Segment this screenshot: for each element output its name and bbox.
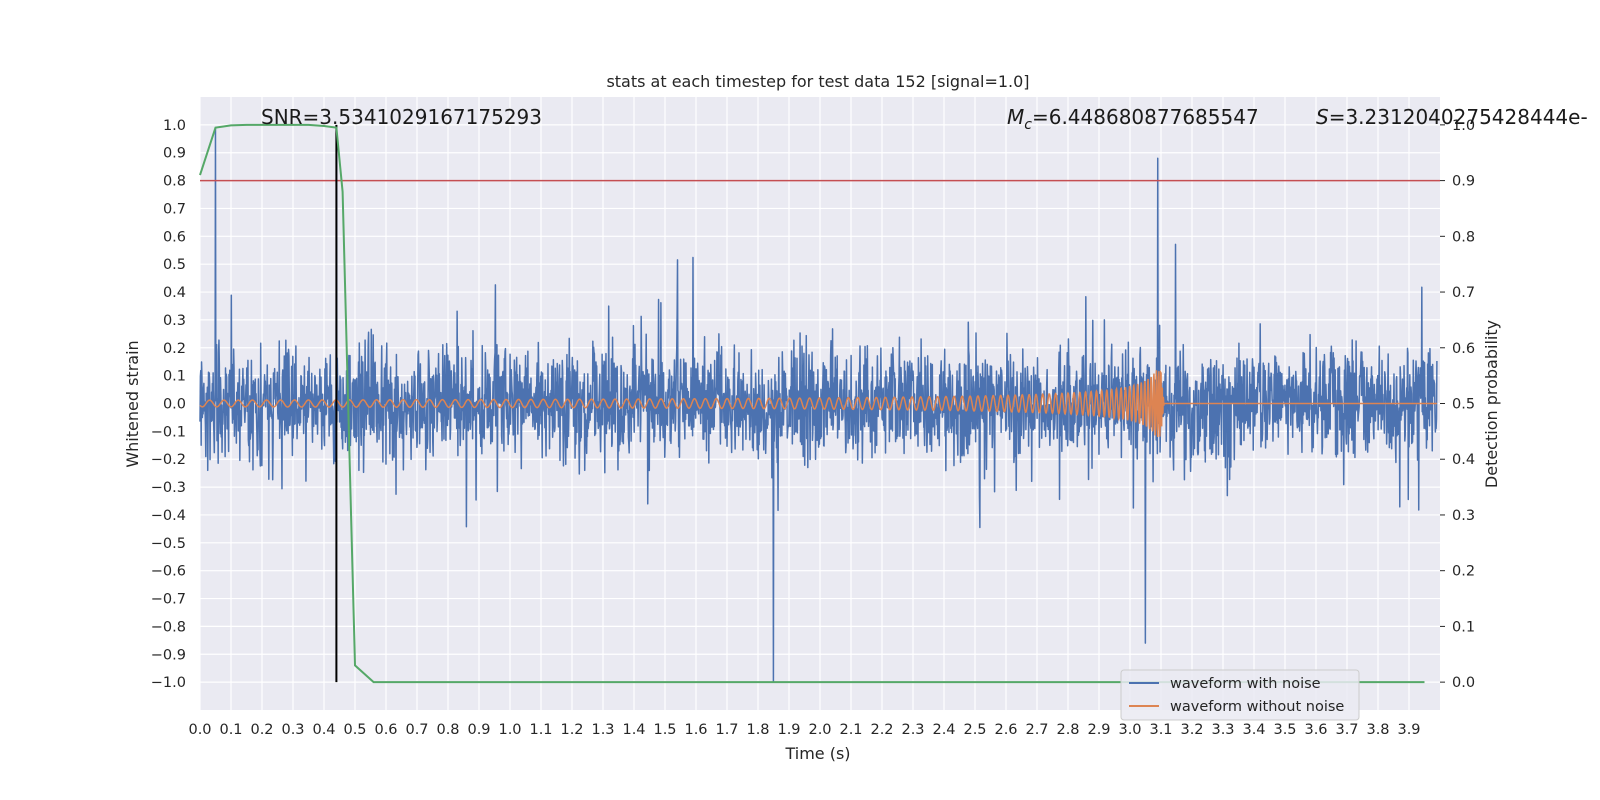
y-tick-label: 0.9 (163, 146, 186, 162)
y-axis-label: Whitened strain (123, 340, 142, 467)
detection-probability-line (199, 123, 1425, 684)
noisy-waveform-line (199, 126, 1438, 683)
legend-label-without-noise: waveform without noise (1170, 699, 1344, 715)
y-right-tick-label: 0.3 (1452, 508, 1475, 524)
x-tick-label: 3.9 (1397, 722, 1420, 738)
y-right-tick-label: 0.4 (1452, 452, 1475, 468)
x-tick-label: 2.5 (963, 722, 986, 738)
y-tick-label: 0.3 (163, 313, 186, 329)
reference-lines (200, 124, 1440, 683)
x-tick-label: 0.5 (343, 722, 366, 738)
y-right-tick-label: 1.0 (1452, 118, 1475, 134)
tick-labels: 0.0 0.1 0.2 0.3 0.4 0.5 0.6 0.7 0.8 0.9 1.0 1.1 1.2 1… (151, 118, 1475, 738)
y-right-tick-label: 0.5 (1452, 397, 1475, 413)
x-tick-label: 2.8 (1056, 722, 1079, 738)
x-tick-label: 0.0 (188, 722, 211, 738)
x-tick-label: 2.0 (808, 722, 831, 738)
x-tick-label: 1.7 (715, 722, 738, 738)
y-right-tick-label: 0.6 (1452, 341, 1475, 357)
y-tick-label: 1.0 (163, 118, 186, 134)
x-tick-label: 1.2 (560, 722, 583, 738)
y-tick-label: 0.0 (163, 397, 186, 413)
x-tick-label: 2.9 (1087, 722, 1110, 738)
x-tick-label: 0.4 (312, 722, 335, 738)
y-right-tick-label: 0.1 (1452, 619, 1475, 635)
x-tick-label: 3.2 (1180, 722, 1203, 738)
x-tick-label: 1.0 (498, 722, 521, 738)
x-tick-label: 3.0 (1118, 722, 1141, 738)
y-right-tick-label: 0.8 (1452, 229, 1475, 245)
chirp-mass-annotation: Mc=6.448680877685547 (1007, 105, 1259, 133)
x-tick-label: 1.8 (746, 722, 769, 738)
x-axis-label: Time (s) (784, 744, 850, 763)
series-waveform-with-noise (199, 126, 1438, 683)
x-tick-label: 1.4 (622, 722, 645, 738)
y-right-tick-label: 0.9 (1452, 174, 1475, 190)
clean-waveform-line (199, 369, 1437, 437)
x-tick-label: 1.3 (591, 722, 614, 738)
x-tick-label: 2.7 (1025, 722, 1048, 738)
x-tick-label: 0.6 (374, 722, 397, 738)
s-annotation: S=3.2312040275428444e- (1316, 105, 1588, 129)
y-tick-label: −0.6 (151, 564, 186, 580)
x-tick-label: 0.1 (219, 722, 242, 738)
y-tick-label: 0.4 (163, 285, 186, 301)
x-tick-label: 3.4 (1242, 722, 1265, 738)
y-axis-right-label: Detection probability (1482, 320, 1501, 488)
x-tick-label: 2.4 (932, 722, 955, 738)
snr-annotation: SNR=3.5341029167175293 (261, 105, 542, 129)
y-tick-label: 0.5 (163, 257, 186, 273)
y-tick-label: 0.6 (163, 229, 186, 245)
y-tick-label: −0.3 (151, 480, 186, 496)
y-tick-label: 0.7 (163, 201, 186, 217)
chart-title: stats at each timestep for test data 152… (606, 72, 1029, 91)
x-tick-label: 3.1 (1149, 722, 1172, 738)
x-tick-label: 2.2 (870, 722, 893, 738)
x-tick-label: 1.5 (653, 722, 676, 738)
y-tick-label: 0.2 (163, 341, 186, 357)
y-tick-label: −0.8 (151, 619, 186, 635)
x-tick-label: 0.3 (281, 722, 304, 738)
x-tick-label: 3.5 (1273, 722, 1296, 738)
x-tick-label: 1.1 (529, 722, 552, 738)
y-right-tick-label: 0.2 (1452, 564, 1475, 580)
x-tick-label: 0.8 (436, 722, 459, 738)
x-tick-label: 2.1 (839, 722, 862, 738)
series-detection-probability (199, 123, 1425, 684)
legend: waveform with noise waveform without noi… (1120, 669, 1360, 721)
x-tick-label: 1.9 (777, 722, 800, 738)
y-tick-label: −1.0 (151, 675, 186, 691)
series-waveform-without-noise (199, 369, 1437, 437)
y-tick-label: 0.1 (163, 369, 186, 385)
x-tick-label: 2.6 (994, 722, 1017, 738)
y-tick-label: −0.7 (151, 592, 186, 608)
y-tick-label: −0.1 (151, 424, 186, 440)
y-tick-label: −0.5 (151, 536, 186, 552)
x-tick-label: 3.7 (1335, 722, 1358, 738)
y-tick-label: −0.9 (151, 647, 186, 663)
y-right-tick-label: 0.7 (1452, 285, 1475, 301)
y-tick-label: −0.4 (151, 508, 186, 524)
x-tick-label: 0.7 (405, 722, 428, 738)
y-right-tick-label: 0.0 (1452, 675, 1475, 691)
x-tick-label: 0.2 (250, 722, 273, 738)
x-tick-label: 3.8 (1366, 722, 1389, 738)
x-tick-label: 3.3 (1211, 722, 1234, 738)
x-tick-label: 1.6 (684, 722, 707, 738)
x-tick-label: 3.6 (1304, 722, 1327, 738)
y-tick-label: 0.8 (163, 174, 186, 190)
x-tick-label: 0.9 (467, 722, 490, 738)
x-tick-label: 2.3 (901, 722, 924, 738)
legend-label-with-noise: waveform with noise (1170, 676, 1321, 692)
y-tick-label: −0.2 (151, 452, 186, 468)
